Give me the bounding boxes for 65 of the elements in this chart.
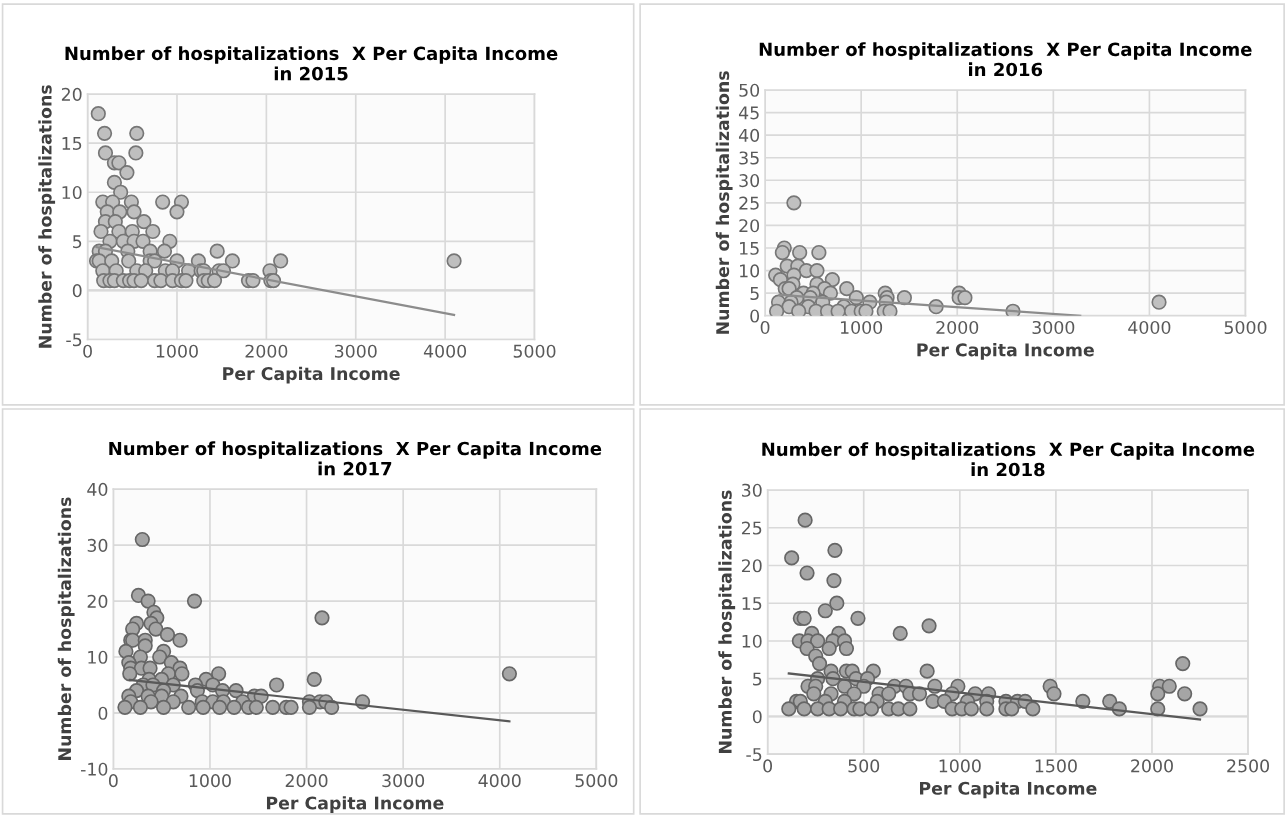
y-tick-label: 15 <box>740 241 759 255</box>
x-tick-label: 3000 <box>382 774 425 788</box>
x-tick-label: 0 <box>763 759 773 773</box>
x-tick-label: 2500 <box>1227 759 1270 773</box>
y-tick-label: 15 <box>62 137 82 150</box>
y-tick-label: 0 <box>750 309 760 323</box>
x-tick-label: 1000 <box>156 344 198 358</box>
y-tick-label: 30 <box>87 538 108 552</box>
y-tick-label: 5 <box>753 672 762 686</box>
x-tick-label: 2000 <box>936 320 979 335</box>
y-tick-label: 20 <box>741 559 762 573</box>
y-axis-title: Number of hospitalizations <box>715 71 733 334</box>
y-tick-label: 15 <box>742 597 762 611</box>
chart-title: Number of hospitalizations X Per Capita Income in 2016 <box>759 42 1252 77</box>
x-tick-label: 4000 <box>1128 320 1171 335</box>
y-tick-label: 40 <box>87 482 108 497</box>
x-tick-label: 5000 <box>1224 320 1267 335</box>
y-tick-label: 10 <box>740 264 760 278</box>
chart-title: Number of hospitalizations X Per Capita Income in 2018 <box>762 442 1255 477</box>
y-tick-label: 0 <box>98 706 108 720</box>
y-tick-label: 0 <box>72 284 82 298</box>
y-tick-label: -5 <box>66 333 82 347</box>
y-tick-label: 20 <box>739 219 760 233</box>
y-tick-label: 0 <box>752 710 762 724</box>
y-tick-label: 10 <box>62 185 82 200</box>
y-tick-label: 10 <box>742 634 762 648</box>
x-tick-label: 500 <box>848 759 880 773</box>
y-tick-label: 45 <box>738 106 759 120</box>
y-tick-label: 20 <box>87 594 108 608</box>
x-tick-label: 1000 <box>840 320 883 335</box>
y-tick-label: 35 <box>739 151 759 165</box>
y-tick-label: 5 <box>750 287 759 301</box>
x-tick-label: 4000 <box>478 774 521 788</box>
x-tick-label: 1500 <box>1035 759 1077 773</box>
x-tick-label: 2000 <box>1131 759 1173 773</box>
chart-title: Number of hospitalizations X Per Capita Income in 2017 <box>109 441 602 476</box>
y-tick-label: 25 <box>741 521 762 535</box>
x-tick-label: 4000 <box>423 344 467 358</box>
y-tick-label: 20 <box>61 87 82 101</box>
y-tick-label: -5 <box>746 748 762 762</box>
x-tick-label: 3000 <box>334 344 377 358</box>
x-tick-label: 3000 <box>1032 320 1075 335</box>
y-tick-label: 25 <box>739 196 759 210</box>
x-tick-label: 0 <box>108 774 118 788</box>
y-tick-label: 40 <box>738 128 760 142</box>
chart-title: Number of hospitalizations X Per Capita Income in 2015 <box>65 46 558 81</box>
y-tick-label: 50 <box>739 83 760 97</box>
y-axis-title: Number of hospitalizations <box>57 497 75 760</box>
x-axis-title: Per Capita Income <box>223 366 400 384</box>
x-axis-title: Per Capita Income <box>917 342 1094 360</box>
x-tick-label: 2000 <box>285 774 328 788</box>
y-axis-title: Number of hospitalizations <box>718 490 736 753</box>
x-tick-label: 5000 <box>575 774 618 788</box>
y-axis-title: Number of hospitalizations <box>38 85 56 348</box>
y-tick-label: 30 <box>739 174 760 188</box>
x-tick-label: 2000 <box>245 344 288 358</box>
y-tick-label: 10 <box>88 650 108 664</box>
y-tick-label: 30 <box>742 483 762 497</box>
x-tick-label: 5000 <box>513 344 556 358</box>
x-axis-title: Per Capita Income <box>920 781 1097 799</box>
y-tick-label: 5 <box>73 235 82 249</box>
x-tick-label: 1000 <box>939 759 981 773</box>
x-tick-label: 1000 <box>189 774 231 788</box>
y-tick-label: -10 <box>80 762 108 776</box>
x-axis-title: Per Capita Income <box>266 796 444 813</box>
